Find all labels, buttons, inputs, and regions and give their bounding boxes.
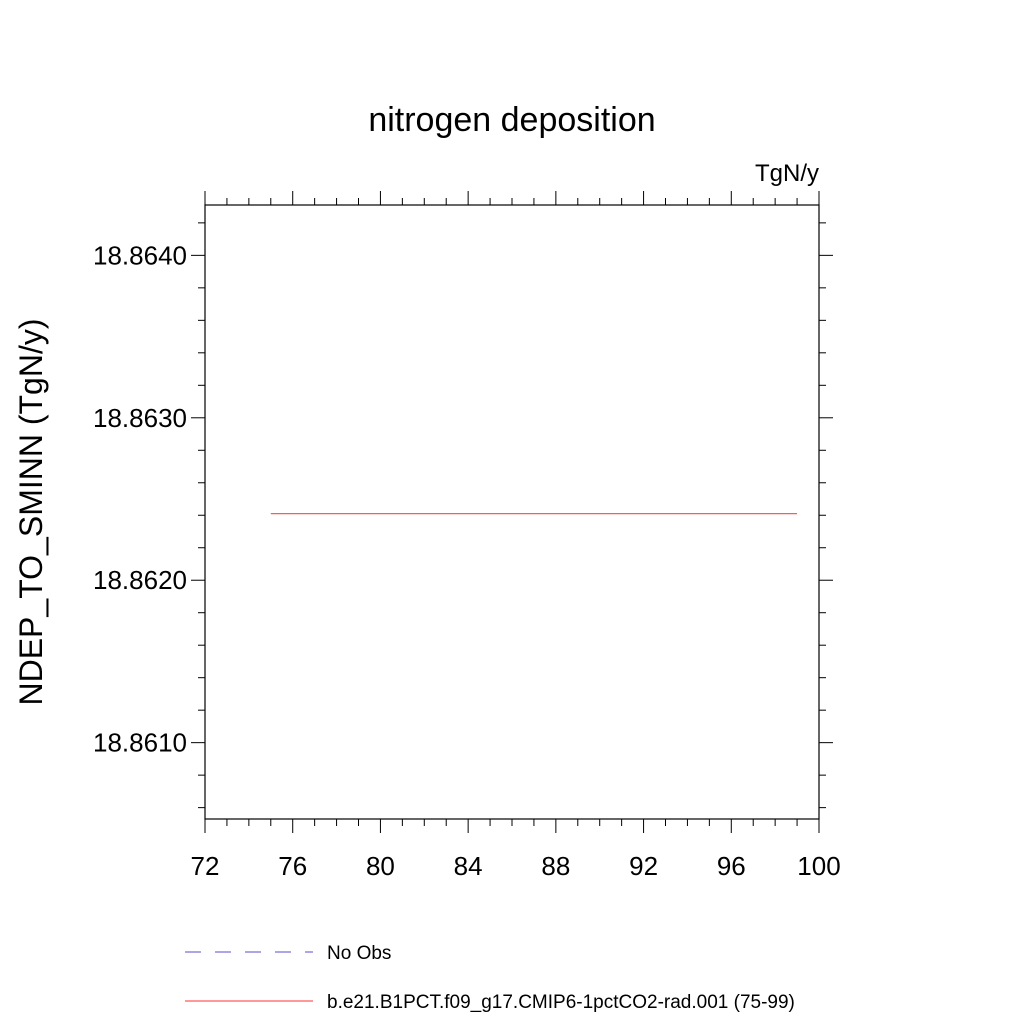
x-tick-label: 84 <box>454 851 483 881</box>
legend-label: b.e21.B1PCT.f09_g17.CMIP6-1pctCO2-rad.00… <box>327 992 795 1013</box>
plot-frame <box>204 204 820 820</box>
x-tick-label: 96 <box>717 851 746 881</box>
y-tick-label: 18.8640 <box>93 240 187 270</box>
ticks-layer: 72 76 80 84 88 92 96 100 18.8610 18.8620 18.8630 18… <box>93 191 841 881</box>
y-tick-label: 18.8630 <box>93 403 187 433</box>
x-tick-label: 72 <box>191 851 220 881</box>
units-label: TgN/y <box>755 160 819 187</box>
legend: No Obs b.e21.B1PCT.f09_g17.CMIP6-1pctCO2-… <box>185 943 795 1013</box>
x-tick-label: 100 <box>797 851 840 881</box>
y-tick-label: 18.8620 <box>93 565 187 595</box>
x-tick-label: 80 <box>366 851 395 881</box>
x-tick-label: 88 <box>541 851 570 881</box>
x-tick-label: 76 <box>278 851 307 881</box>
chart-title: nitrogen deposition <box>368 101 655 139</box>
y-axis-label: NDEP_TO_SMINN (TgN/y) <box>13 318 49 705</box>
legend-label: No Obs <box>327 943 391 964</box>
y-tick-label: 18.8610 <box>93 728 187 758</box>
x-tick-label: 92 <box>629 851 658 881</box>
